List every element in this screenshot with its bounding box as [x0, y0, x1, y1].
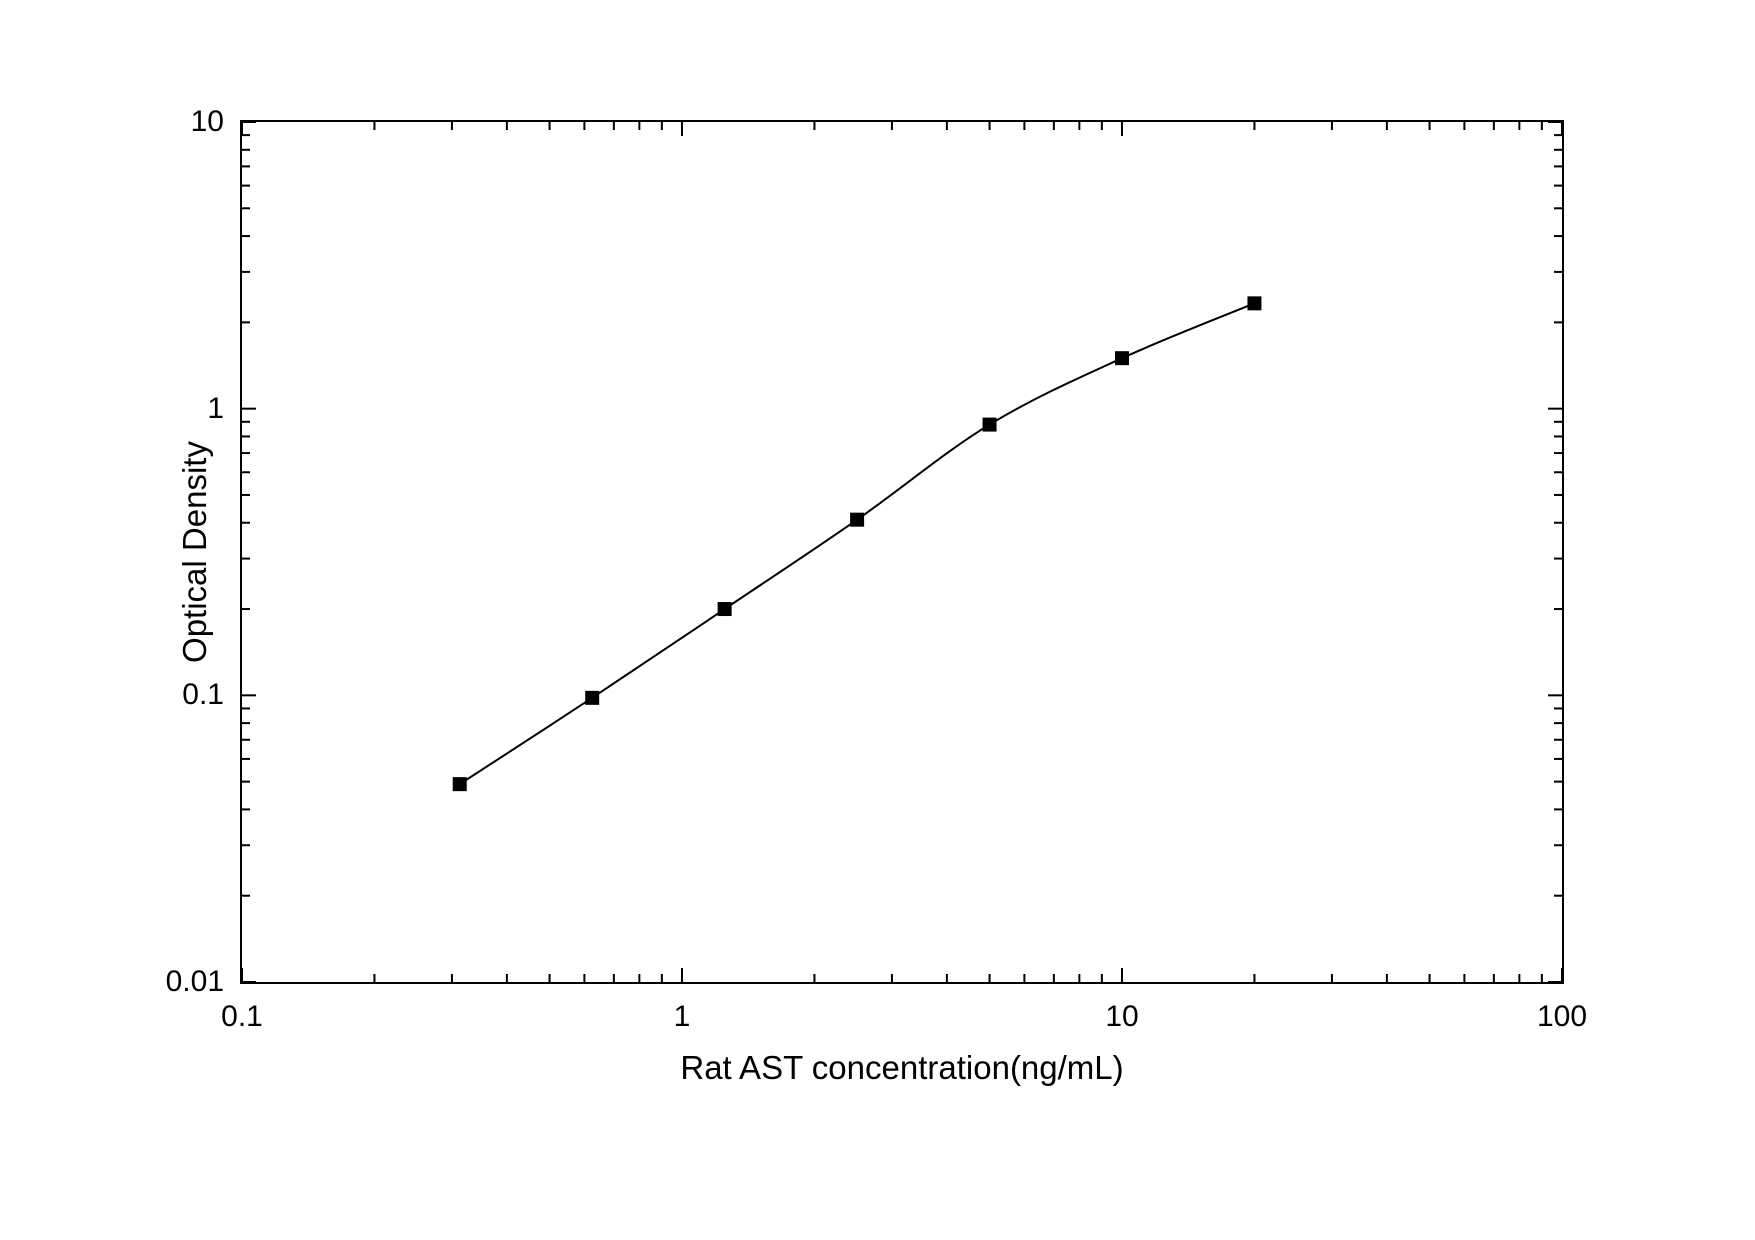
y-tick-label: 10 — [191, 105, 224, 139]
y-tick-label: 1 — [207, 392, 224, 426]
curve-line — [460, 303, 1255, 784]
y-axis-label: Optical Density — [176, 441, 214, 663]
y-tick-label: 0.01 — [166, 965, 224, 999]
data-point — [1115, 351, 1129, 365]
plot-area: Optical Density Rat AST concentration(ng… — [240, 120, 1564, 984]
x-tick-label: 0.1 — [221, 1000, 263, 1034]
data-point — [850, 513, 864, 527]
data-point — [585, 691, 599, 705]
x-tick-label: 10 — [1105, 1000, 1138, 1034]
plot-svg — [242, 122, 1562, 982]
data-point — [453, 777, 467, 791]
x-tick-label: 1 — [674, 1000, 691, 1034]
data-point — [1247, 296, 1261, 310]
chart-container: Optical Density Rat AST concentration(ng… — [240, 100, 1610, 1100]
data-point — [983, 418, 997, 432]
y-tick-label: 0.1 — [182, 678, 224, 712]
x-axis-label: Rat AST concentration(ng/mL) — [680, 1049, 1123, 1087]
x-tick-label: 100 — [1537, 1000, 1587, 1034]
data-point — [718, 602, 732, 616]
